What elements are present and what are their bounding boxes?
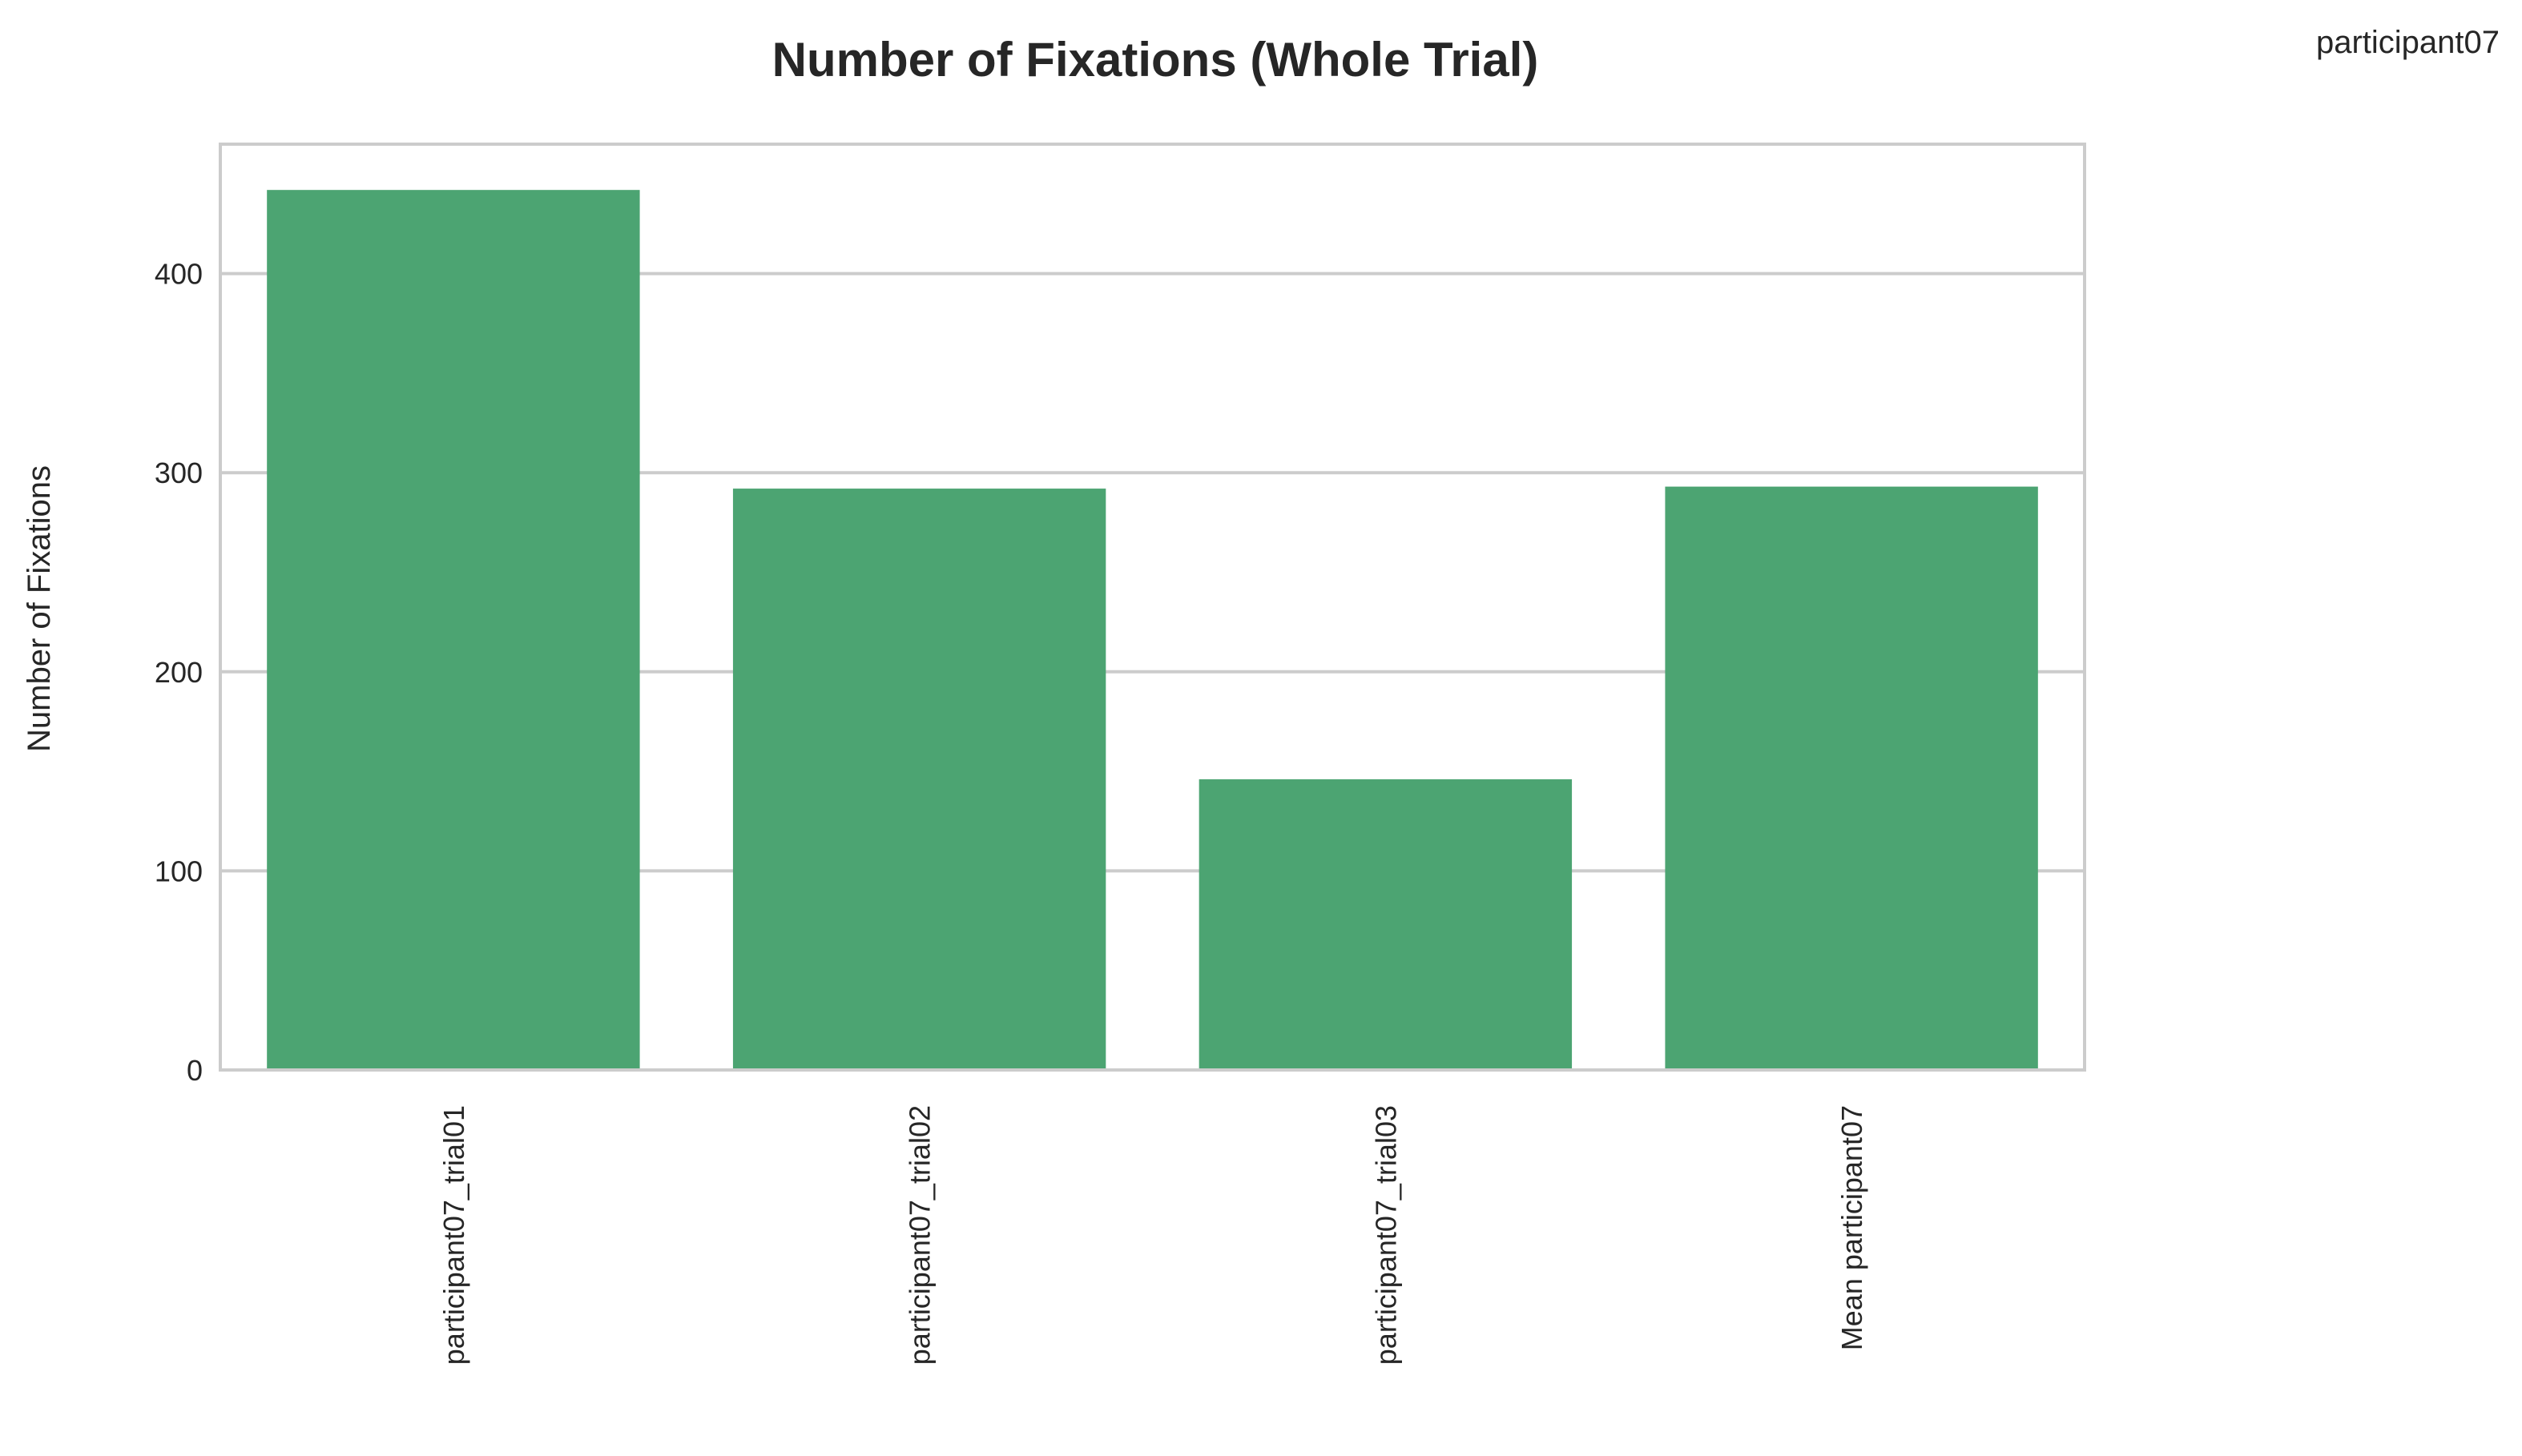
y-tick-label: 300 xyxy=(155,457,203,489)
bar-3 xyxy=(1665,486,2038,1070)
x-ticks: participant07_trial01 participant07_trial… xyxy=(437,1105,1868,1365)
bar-1 xyxy=(732,489,1106,1070)
bar-2 xyxy=(1199,779,1573,1070)
y-tick-label: 0 xyxy=(187,1054,203,1087)
x-tick-label: participant07_trial01 xyxy=(437,1105,470,1365)
x-tick-label: participant07_trial03 xyxy=(1369,1105,1402,1365)
bars xyxy=(267,190,2038,1071)
y-tick-label: 400 xyxy=(155,258,203,291)
plot-frame xyxy=(219,143,2086,1072)
y-axis-label: Number of Fixations xyxy=(22,465,57,752)
y-ticks: 0 100 200 300 400 xyxy=(155,258,203,1087)
chart-title: Number of Fixations (Whole Trial) xyxy=(772,33,1539,86)
x-tick-label: participant07_trial02 xyxy=(904,1105,937,1365)
y-tick-label: 100 xyxy=(155,855,203,887)
y-tick-label: 200 xyxy=(155,656,203,689)
x-tick-label: Mean participant07 xyxy=(1835,1105,1868,1350)
bar-0 xyxy=(267,190,640,1071)
participant-label: participant07 xyxy=(2316,25,2500,60)
